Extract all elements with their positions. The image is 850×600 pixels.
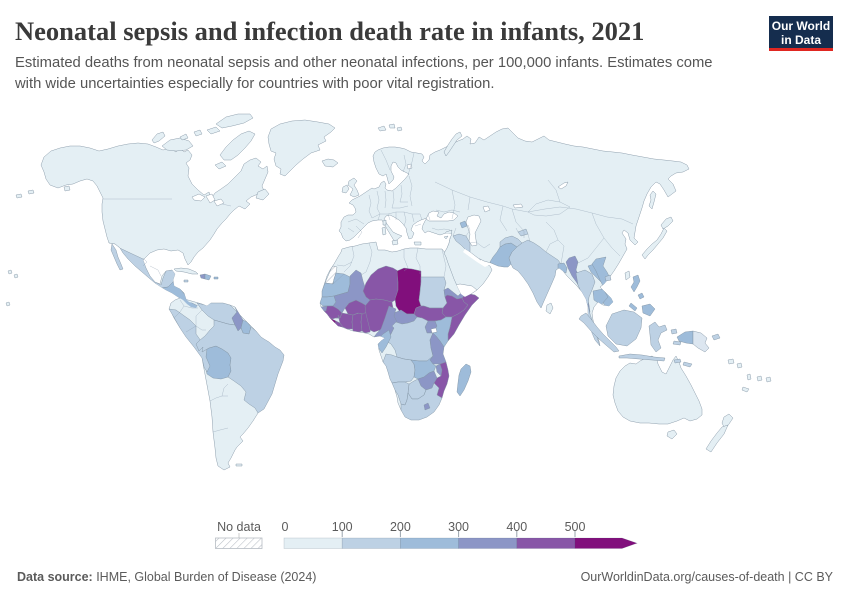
svg-text:200: 200 — [390, 520, 411, 534]
svg-text:300: 300 — [448, 520, 469, 534]
svg-text:500: 500 — [565, 520, 586, 534]
svg-text:0: 0 — [282, 520, 289, 534]
svg-text:400: 400 — [506, 520, 527, 534]
svg-text:No data: No data — [217, 520, 261, 534]
svg-text:100: 100 — [332, 520, 353, 534]
